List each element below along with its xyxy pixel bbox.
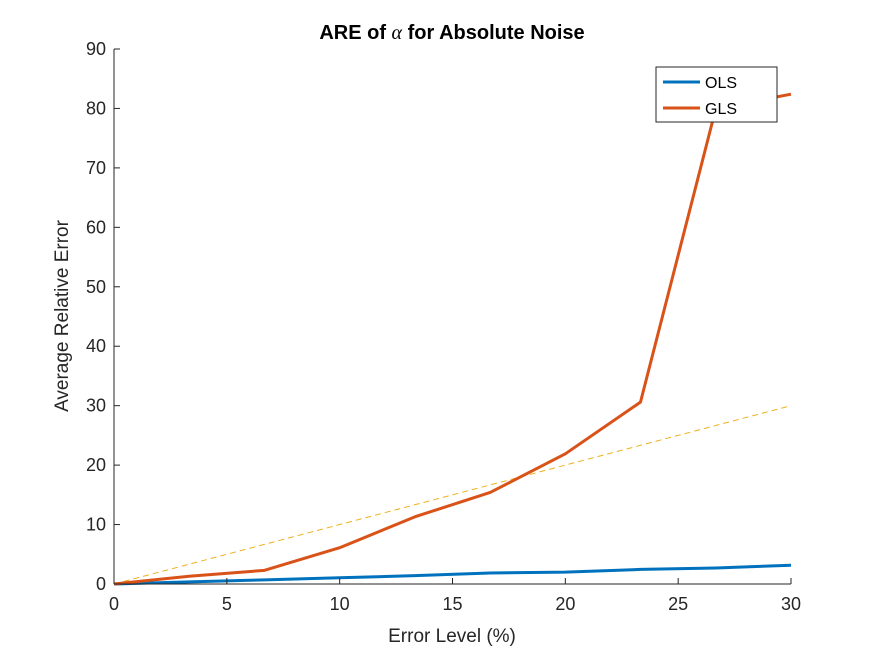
x-ticks: 0 5 10 15 20 25 30 <box>109 578 801 614</box>
x-tick-label: 15 <box>442 594 462 614</box>
x-tick-label: 10 <box>330 594 350 614</box>
legend: OLS GLS <box>655 66 778 123</box>
legend-box <box>655 66 778 123</box>
x-tick-label: 5 <box>222 594 232 614</box>
legend-label-gls: GLS <box>705 101 737 118</box>
legend-label-ols: OLS <box>705 75 737 92</box>
x-tick-label: 0 <box>109 594 119 614</box>
x-tick-label: 25 <box>668 594 688 614</box>
y-tick-label: 80 <box>86 98 106 118</box>
y-ticks: 0 10 20 30 40 50 60 70 80 90 <box>86 39 120 594</box>
y-tick-label: 10 <box>86 515 106 535</box>
series-line-gls <box>113 92 792 586</box>
reference-line <box>113 405 792 585</box>
x-tick-label: 20 <box>555 594 575 614</box>
chart-title: ARE of α for Absolute Noise <box>319 22 584 44</box>
y-tick-label: 20 <box>86 455 106 475</box>
y-tick-label: 50 <box>86 277 106 297</box>
x-tick-label: 30 <box>781 594 801 614</box>
y-tick-label: 60 <box>86 217 106 237</box>
y-tick-label: 30 <box>86 396 106 416</box>
y-tick-label: 0 <box>96 574 106 594</box>
reference-line-layer <box>113 405 792 585</box>
legend-items: OLS GLS <box>663 75 737 118</box>
chart-title-prefix: ARE of <box>319 22 386 44</box>
x-axis-title: Error Level (%) <box>388 626 516 647</box>
y-axis-title: Average Relative Error <box>52 219 73 412</box>
axes: 0 5 10 15 20 25 30 0 10 20 30 40 50 60 70 80 90 <box>86 39 801 614</box>
y-tick-label: 70 <box>86 158 106 178</box>
chart-title-symbol: α <box>392 22 403 44</box>
y-tick-label: 40 <box>86 336 106 356</box>
chart-title-suffix: for Absolute Noise <box>408 22 585 44</box>
y-tick-label: 90 <box>86 39 106 59</box>
